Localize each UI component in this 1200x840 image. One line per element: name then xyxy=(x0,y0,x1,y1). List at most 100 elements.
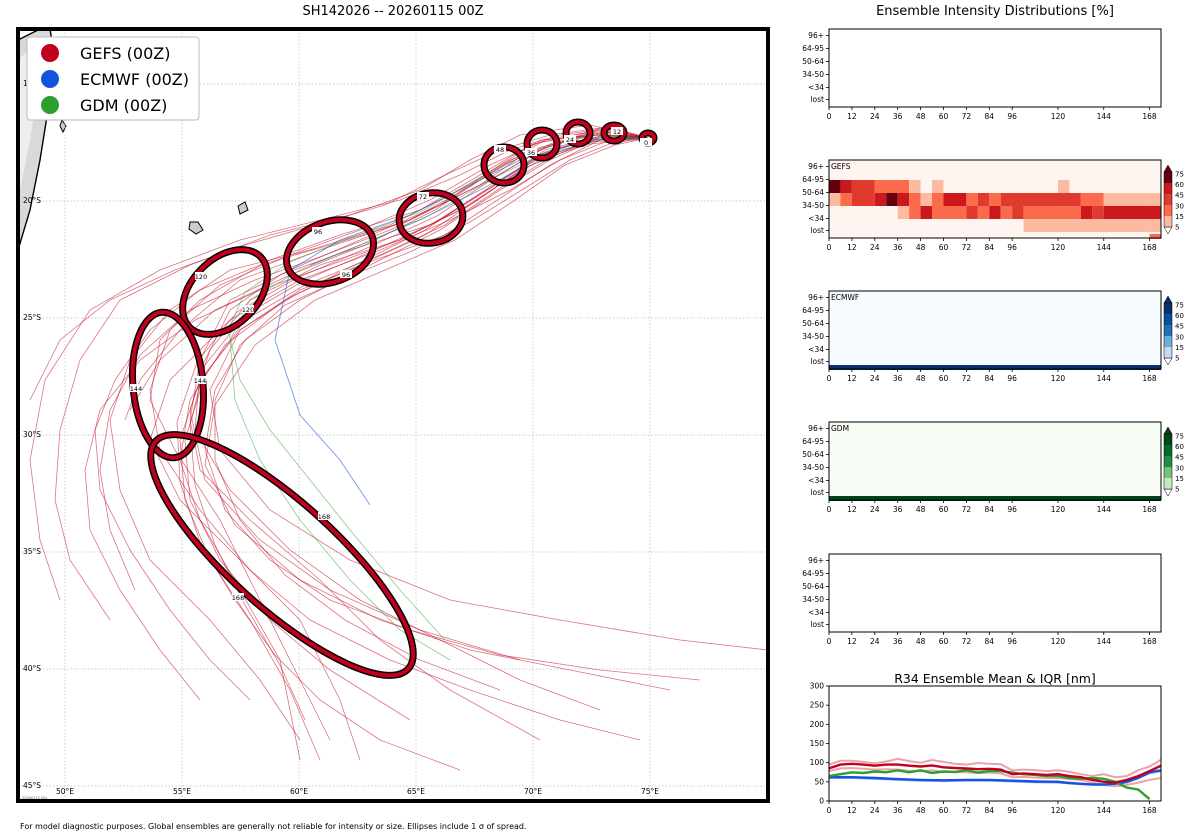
ellipse-hour-label: 144 xyxy=(130,384,142,393)
ellipse-hour-label: 24 xyxy=(564,135,576,144)
heatmap-cell xyxy=(1080,193,1104,206)
colorbar-tick-label: 15 xyxy=(1175,475,1184,483)
x-tick-label: 0 xyxy=(827,112,832,121)
x-tick-label: 84 xyxy=(985,505,995,514)
x-tick-label: 24 xyxy=(870,637,880,646)
ellipse-hour-labels: 0 12 24 36 48 72 96 96 120 120 144 144 168 168 xyxy=(130,127,652,602)
x-tick-label: 12 xyxy=(847,243,857,252)
y-category-label: lost xyxy=(810,488,824,497)
ellipse-hour-label: 168 xyxy=(232,593,244,602)
label-background xyxy=(232,593,244,601)
heatmap-cell xyxy=(1012,206,1024,219)
x-tick-label: 84 xyxy=(985,243,995,252)
x-tick-label: 144 xyxy=(1097,806,1112,815)
x-tick-label: 36 xyxy=(893,374,903,383)
y-category-label: 96+ xyxy=(808,556,824,565)
y-category-label: <34 xyxy=(808,83,824,92)
colorbar-tick-label: 60 xyxy=(1175,181,1184,189)
colorbar-segment xyxy=(1164,183,1172,194)
heatmap-cell xyxy=(897,206,910,219)
colorbar-frame xyxy=(1163,171,1173,228)
y-tick-label: 200 xyxy=(810,720,825,729)
x-tick-label: 144 xyxy=(1097,505,1112,514)
lat-label: 40°S xyxy=(23,664,41,673)
x-tick-label: 48 xyxy=(916,505,926,514)
x-tick-label: 72 xyxy=(962,505,972,514)
x-tick-label: 60 xyxy=(939,505,949,514)
y-category-label: <34 xyxy=(808,608,824,617)
colorbar-frame xyxy=(1163,302,1173,359)
map-content: 01224364872969612012014414416816815°S20°… xyxy=(18,29,768,801)
gefs-member-track xyxy=(29,127,649,401)
r34-series-gefs-iqr-upper xyxy=(828,757,1162,779)
heatmap-cell xyxy=(989,193,1001,206)
x-tick-label: 84 xyxy=(985,374,995,383)
ellipse-hour-text: 168 xyxy=(318,513,330,521)
y-category-label: 34-50 xyxy=(802,463,824,472)
y-category-label: 96+ xyxy=(808,31,824,40)
colorbar: 75 60 45 30 15 5 xyxy=(1163,426,1184,497)
x-tick-label: 144 xyxy=(1097,243,1112,252)
gefs-member-track xyxy=(149,132,649,741)
panel-model-label: ECMWF xyxy=(831,293,859,302)
x-tick-label: 60 xyxy=(939,374,949,383)
x-tick-label: 120 xyxy=(1051,243,1066,252)
heatmap-cell xyxy=(1000,193,1081,206)
panel-frame xyxy=(828,421,1162,501)
heatmap-cell xyxy=(840,180,852,193)
colorbar-extend-top xyxy=(1163,164,1173,173)
panel-frame xyxy=(828,28,1162,108)
gdm-member-track xyxy=(227,134,649,641)
x-tick-label: 168 xyxy=(1142,112,1157,121)
map-title: SH142026 -- 20260115 00Z xyxy=(302,4,484,19)
lat-label: 35°S xyxy=(23,547,41,556)
heatmap-cell xyxy=(909,193,921,206)
x-tick-label: 12 xyxy=(847,637,857,646)
x-tick-label: 120 xyxy=(1051,637,1066,646)
lat-label: 20°S xyxy=(23,196,41,205)
heatmap-cell xyxy=(977,193,990,206)
label-background xyxy=(417,192,429,200)
ellipse-hour-text: 144 xyxy=(194,377,206,385)
label-background xyxy=(195,272,207,280)
x-tick-label: 168 xyxy=(1142,243,1157,252)
heatmap-cell xyxy=(966,206,978,219)
x-tick-label: 12 xyxy=(847,112,857,121)
x-tick-label: 120 xyxy=(1051,806,1066,815)
heatmap-background xyxy=(829,291,1161,369)
ellipse-fill xyxy=(564,120,592,146)
lon-label: 50°E xyxy=(56,787,74,796)
colorbar-extend-bottom xyxy=(1163,357,1173,366)
r34-series-gefs xyxy=(828,762,1162,784)
y-category-label: 96+ xyxy=(808,162,824,171)
legend-label: GEFS (00Z) xyxy=(80,44,170,63)
y-category-label: 34-50 xyxy=(802,70,824,79)
x-tick-label: 84 xyxy=(985,806,995,815)
heatmap-cell xyxy=(1023,206,1081,219)
x-tick-label: 0 xyxy=(827,806,832,815)
y-category-label: 64-95 xyxy=(802,44,824,53)
y-category-label: 50-64 xyxy=(802,188,824,197)
heatmap-cell xyxy=(851,180,875,193)
panel-model-label: GDM xyxy=(831,424,849,433)
ellipse-fill xyxy=(284,217,376,287)
gefs-member-track xyxy=(149,131,649,741)
x-tick-label: 24 xyxy=(870,243,880,252)
x-tick-label: 60 xyxy=(939,806,949,815)
colorbar-frame xyxy=(1163,433,1173,490)
y-category-label: lost xyxy=(810,620,824,629)
footnote: For model diagnostic purposes. Global en… xyxy=(20,822,527,831)
x-tick-label: 60 xyxy=(939,637,949,646)
lat-label: 30°S xyxy=(23,430,41,439)
ellipse-hour-label: 0 xyxy=(640,138,652,147)
legend-marker xyxy=(41,96,59,114)
intensity-panels-title: Ensemble Intensity Distributions [%] xyxy=(876,4,1114,19)
label-background xyxy=(194,376,206,384)
x-tick-label: 60 xyxy=(939,112,949,121)
run-stamp: 20260115 00z xyxy=(22,796,47,800)
colorbar-tick-label: 5 xyxy=(1175,486,1179,494)
